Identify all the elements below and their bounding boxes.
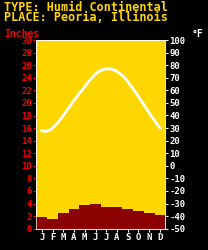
Text: TYPE: Humid Continental: TYPE: Humid Continental <box>4 1 168 14</box>
Bar <box>47 219 58 229</box>
Bar <box>79 205 90 229</box>
Bar <box>155 215 165 229</box>
Bar <box>58 213 69 229</box>
Bar <box>90 204 101 229</box>
Text: PLACE: Peoria, Illinois: PLACE: Peoria, Illinois <box>4 11 168 24</box>
Bar <box>133 211 144 229</box>
Text: °F: °F <box>192 29 204 39</box>
Bar <box>69 208 79 229</box>
Bar <box>112 207 122 229</box>
Bar <box>144 213 155 229</box>
Bar <box>36 218 47 229</box>
Text: Inches: Inches <box>4 29 39 39</box>
Bar <box>122 208 133 229</box>
Bar <box>101 207 112 229</box>
